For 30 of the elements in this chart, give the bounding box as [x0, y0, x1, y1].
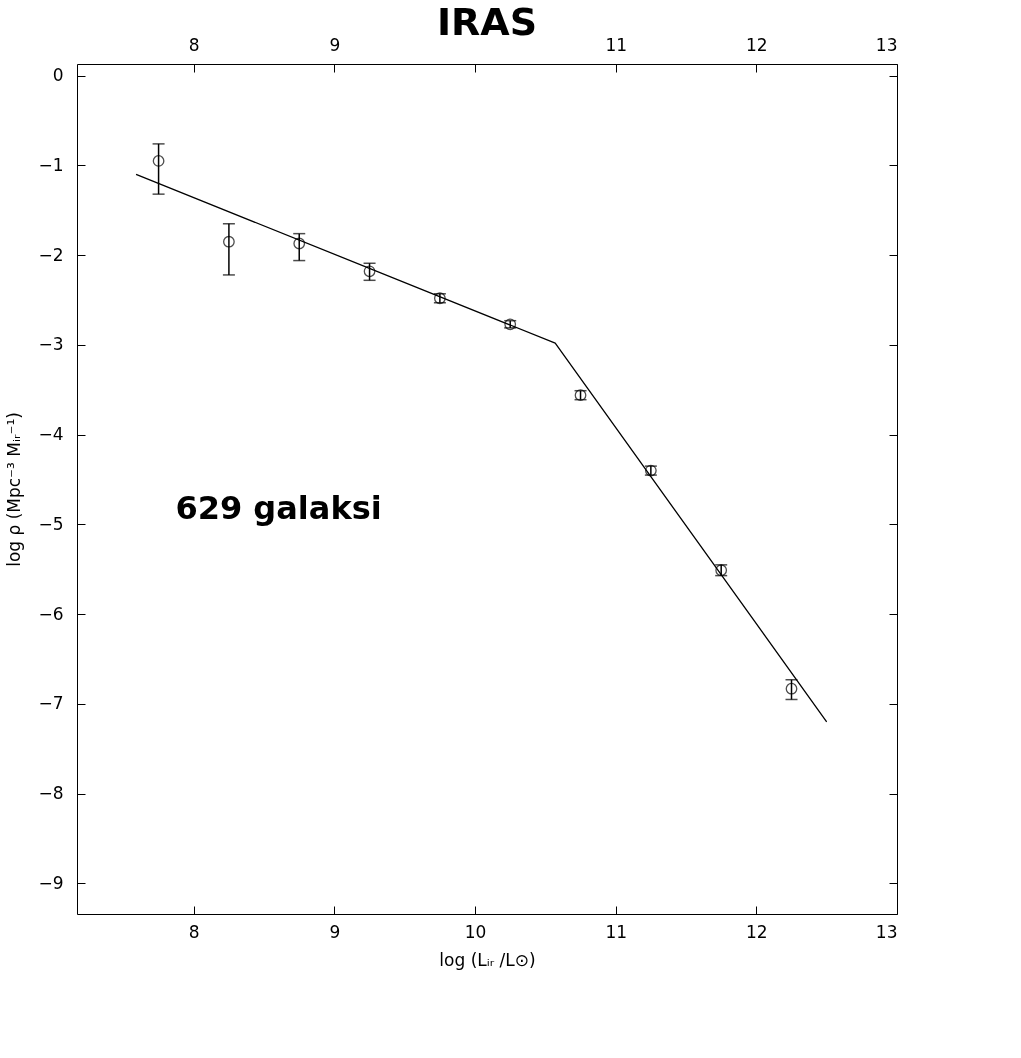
y-tick-label: 0 — [52, 65, 64, 86]
y-tick-label: −5 — [38, 513, 64, 534]
point — [363, 265, 376, 278]
y-tick-label: −6 — [38, 603, 64, 624]
y-axis-title: log ρ (Mpc⁻³ Mᵢᵣ⁻¹) — [4, 412, 25, 567]
x2-tick-label: 9 — [329, 34, 341, 55]
point — [785, 682, 798, 695]
x-tick-label: 12 — [746, 921, 768, 942]
x2-tick-label: 8 — [188, 34, 200, 55]
x-tick-label: 8 — [188, 921, 200, 942]
point — [223, 235, 235, 248]
x-tick-label: 11 — [605, 921, 628, 942]
x-axis-title: log (Lᵢᵣ /L⊙) — [439, 949, 536, 970]
y-tick-label: −8 — [38, 783, 64, 804]
x2-tick-label: 12 — [746, 34, 768, 55]
x2-tick-label: 11 — [605, 34, 628, 55]
text: IRAS — [436, 0, 538, 44]
point — [293, 237, 306, 250]
x-tick-label: 10 — [464, 921, 487, 942]
y-tick-label: −4 — [38, 424, 64, 445]
x-tick-label: 9 — [329, 921, 341, 942]
y-tick-label: −7 — [38, 693, 64, 714]
y-tick-label: −3 — [38, 334, 64, 355]
x-tick-label: 13 — [875, 921, 898, 942]
y-tick-label: −9 — [38, 872, 64, 893]
y-tick-label: −1 — [38, 154, 64, 175]
annotation: 629 galaksi — [175, 489, 382, 527]
x2-tick-label: 13 — [875, 34, 898, 55]
y-tick-label: −2 — [38, 244, 64, 265]
point — [152, 155, 165, 167]
